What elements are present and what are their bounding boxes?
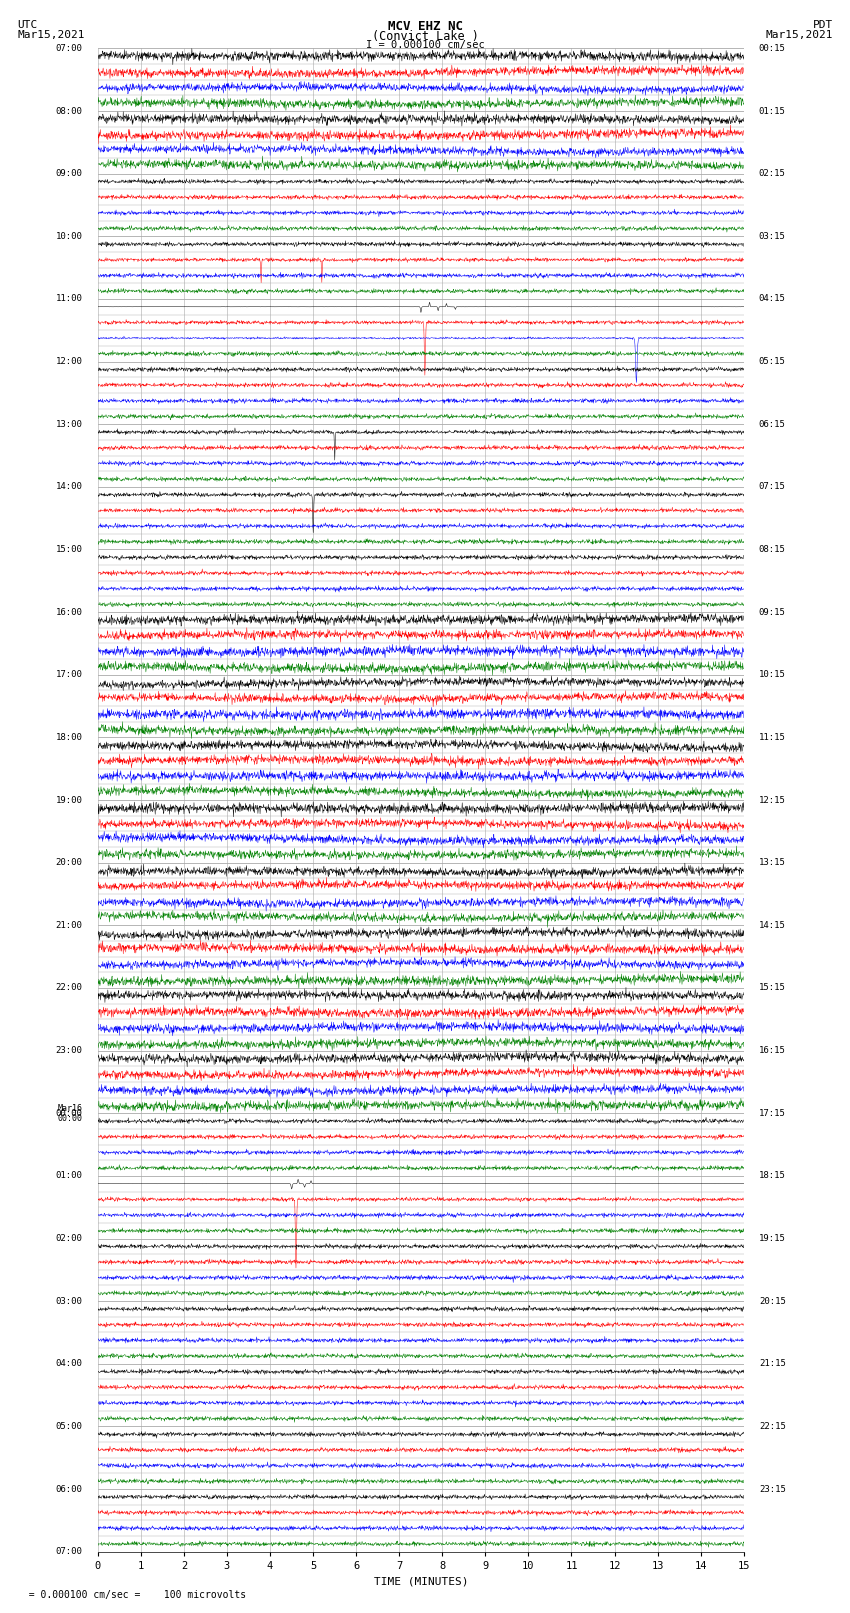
Text: 18:15: 18:15 bbox=[759, 1171, 785, 1181]
Text: 17:00: 17:00 bbox=[56, 671, 82, 679]
Text: 09:00: 09:00 bbox=[56, 169, 82, 177]
Text: PDT: PDT bbox=[813, 19, 833, 31]
Text: 14:15: 14:15 bbox=[759, 921, 785, 929]
Text: 15:00: 15:00 bbox=[56, 545, 82, 553]
Text: 10:00: 10:00 bbox=[56, 232, 82, 240]
Text: 21:15: 21:15 bbox=[759, 1360, 785, 1368]
Text: 12:15: 12:15 bbox=[759, 795, 785, 805]
X-axis label: TIME (MINUTES): TIME (MINUTES) bbox=[373, 1576, 468, 1586]
Text: UTC: UTC bbox=[17, 19, 37, 31]
Text: 08:15: 08:15 bbox=[759, 545, 785, 553]
Text: 02:15: 02:15 bbox=[759, 169, 785, 177]
Text: 23:15: 23:15 bbox=[759, 1484, 785, 1494]
Text: 08:00: 08:00 bbox=[56, 106, 82, 116]
Text: 13:15: 13:15 bbox=[759, 858, 785, 868]
Text: 04:15: 04:15 bbox=[759, 295, 785, 303]
Text: 20:00: 20:00 bbox=[56, 858, 82, 868]
Text: 22:00: 22:00 bbox=[56, 984, 82, 992]
Text: 00:00: 00:00 bbox=[56, 1108, 82, 1118]
Text: I = 0.000100 cm/sec: I = 0.000100 cm/sec bbox=[366, 39, 484, 50]
Text: 06:15: 06:15 bbox=[759, 419, 785, 429]
Text: 02:00: 02:00 bbox=[56, 1234, 82, 1244]
Text: 14:00: 14:00 bbox=[56, 482, 82, 492]
Text: 03:00: 03:00 bbox=[56, 1297, 82, 1305]
Text: = 0.000100 cm/sec =    100 microvolts: = 0.000100 cm/sec = 100 microvolts bbox=[17, 1590, 246, 1600]
Text: 07:00: 07:00 bbox=[56, 1547, 82, 1557]
Text: 01:15: 01:15 bbox=[759, 106, 785, 116]
Text: Mar16
00:00: Mar16 00:00 bbox=[58, 1103, 82, 1123]
Text: 15:15: 15:15 bbox=[759, 984, 785, 992]
Text: 13:00: 13:00 bbox=[56, 419, 82, 429]
Text: 19:15: 19:15 bbox=[759, 1234, 785, 1244]
Text: 21:00: 21:00 bbox=[56, 921, 82, 929]
Text: 04:00: 04:00 bbox=[56, 1360, 82, 1368]
Text: 16:15: 16:15 bbox=[759, 1047, 785, 1055]
Text: Mar15,2021: Mar15,2021 bbox=[766, 31, 833, 40]
Text: 05:15: 05:15 bbox=[759, 356, 785, 366]
Text: MCV EHZ NC: MCV EHZ NC bbox=[388, 19, 462, 34]
Text: 22:15: 22:15 bbox=[759, 1423, 785, 1431]
Text: 16:00: 16:00 bbox=[56, 608, 82, 616]
Text: 17:15: 17:15 bbox=[759, 1108, 785, 1118]
Text: (Convict Lake ): (Convict Lake ) bbox=[371, 31, 479, 44]
Text: 19:00: 19:00 bbox=[56, 795, 82, 805]
Text: 07:15: 07:15 bbox=[759, 482, 785, 492]
Text: 23:00: 23:00 bbox=[56, 1047, 82, 1055]
Text: 11:00: 11:00 bbox=[56, 295, 82, 303]
Text: 20:15: 20:15 bbox=[759, 1297, 785, 1305]
Text: 00:15: 00:15 bbox=[759, 44, 785, 53]
Text: 01:00: 01:00 bbox=[56, 1171, 82, 1181]
Text: 18:00: 18:00 bbox=[56, 732, 82, 742]
Text: 06:00: 06:00 bbox=[56, 1484, 82, 1494]
Text: 11:15: 11:15 bbox=[759, 732, 785, 742]
Text: 05:00: 05:00 bbox=[56, 1423, 82, 1431]
Text: 12:00: 12:00 bbox=[56, 356, 82, 366]
Text: 10:15: 10:15 bbox=[759, 671, 785, 679]
Text: 07:00: 07:00 bbox=[56, 44, 82, 53]
Text: Mar15,2021: Mar15,2021 bbox=[17, 31, 84, 40]
Text: 03:15: 03:15 bbox=[759, 232, 785, 240]
Text: 09:15: 09:15 bbox=[759, 608, 785, 616]
